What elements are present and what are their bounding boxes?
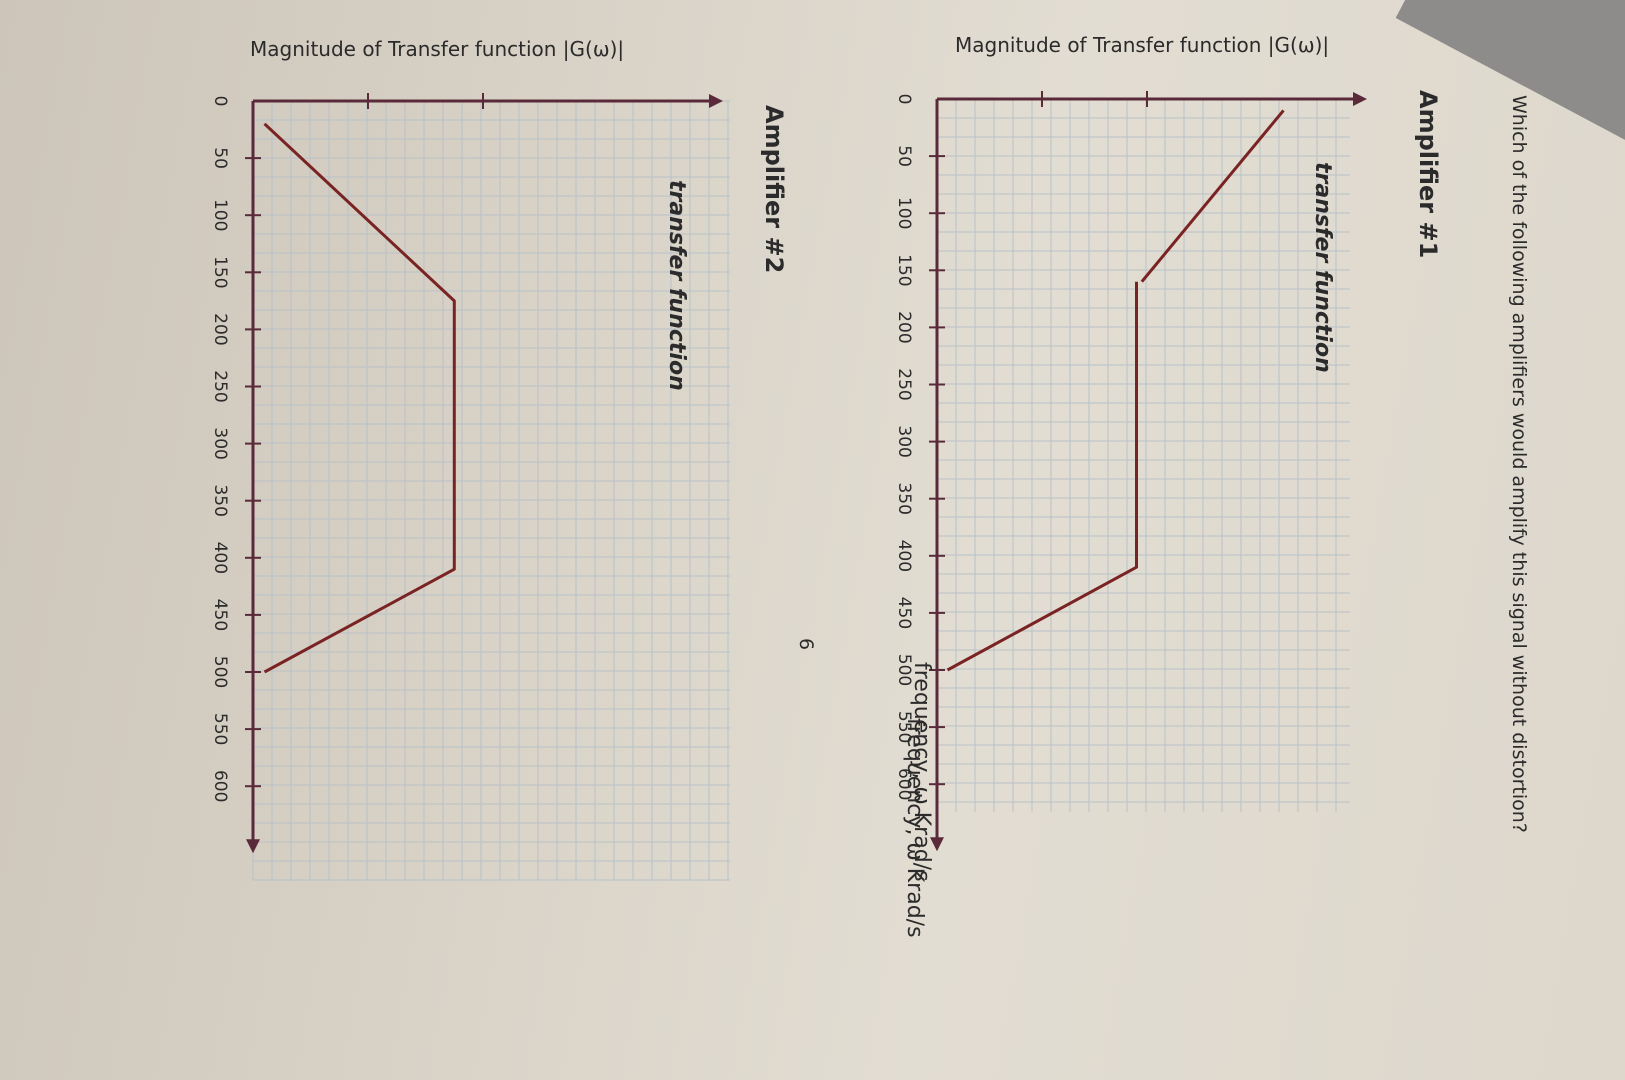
amplifier-2-xlabel: frequency, ω Krad/s <box>902 718 927 938</box>
frequency-tick-label: 300 <box>894 425 914 457</box>
frequency-tick-label: 150 <box>210 256 230 288</box>
amplifier-1-ylabel: Magnitude of Transfer function |G(ω)| <box>955 33 1329 57</box>
amplifier-1-chart: 0 50 100 150 200 250 300 350 400 450 500 550 600 <box>894 91 1367 852</box>
frequency-tick-label: 0 <box>894 94 914 105</box>
frequency-tick-label: 350 <box>894 482 914 514</box>
grid <box>252 100 730 881</box>
question-text: Which of the following amplifiers would … <box>1508 95 1530 833</box>
amplifier-1-curve-label: transfer function <box>1310 162 1335 373</box>
frequency-tick-label: 550 <box>894 711 914 743</box>
amplifier-2-chart: 0 50 100 150 200 250 300 350 400 450 500 550 600 <box>210 93 730 881</box>
frequency-tick-label: 400 <box>894 540 914 572</box>
amplifier-2-heading: Amplifier #2 <box>760 105 788 273</box>
frequency-tick-label: 500 <box>894 654 914 686</box>
frequency-tick-label: 250 <box>894 368 914 400</box>
frequency-tick-label: 400 <box>210 542 230 574</box>
amplifier-1-xlabel: frequency, ω Krad/s <box>909 662 934 882</box>
frequency-tick-label: 450 <box>894 597 914 629</box>
magnitude-axis-arrow <box>1353 92 1367 106</box>
amplifier-1-heading: Amplifier #1 <box>1414 90 1442 258</box>
transfer-function-line <box>1140 109 1285 283</box>
frequency-tick-label: 50 <box>894 145 914 167</box>
frequency-tick-label: 150 <box>894 254 914 286</box>
frequency-tick-label: 350 <box>210 484 230 516</box>
frequency-tick-label: 100 <box>894 197 914 229</box>
transfer-function-line <box>946 281 1138 672</box>
frequency-tick-label: 200 <box>894 311 914 343</box>
transfer-function-line <box>263 122 456 674</box>
grid <box>936 98 1350 812</box>
frequency-tick-label: 450 <box>210 599 230 631</box>
frequency-tick-label: 500 <box>210 656 230 688</box>
page-number: 6 <box>795 638 817 650</box>
amplifier-2-ylabel: Magnitude of Transfer function |G(ω)| <box>250 37 624 61</box>
frequency-tick-label: 300 <box>210 427 230 459</box>
frequency-tick-label: 250 <box>210 370 230 402</box>
frequency-tick-label: 100 <box>210 199 230 231</box>
frequency-tick-label: 550 <box>210 713 230 745</box>
frequency-axis-arrow <box>930 837 944 852</box>
frequency-tick-label: 200 <box>210 313 230 345</box>
frequency-axis-arrow <box>246 839 260 854</box>
frequency-tick-label: 50 <box>210 147 230 169</box>
frequency-tick-label: 600 <box>894 768 914 800</box>
frequency-tick-label: 0 <box>210 96 230 107</box>
amplifier-2-curve-label: transfer function <box>664 180 689 391</box>
frequency-tick-label: 600 <box>210 770 230 802</box>
magnitude-axis-arrow <box>709 94 723 108</box>
